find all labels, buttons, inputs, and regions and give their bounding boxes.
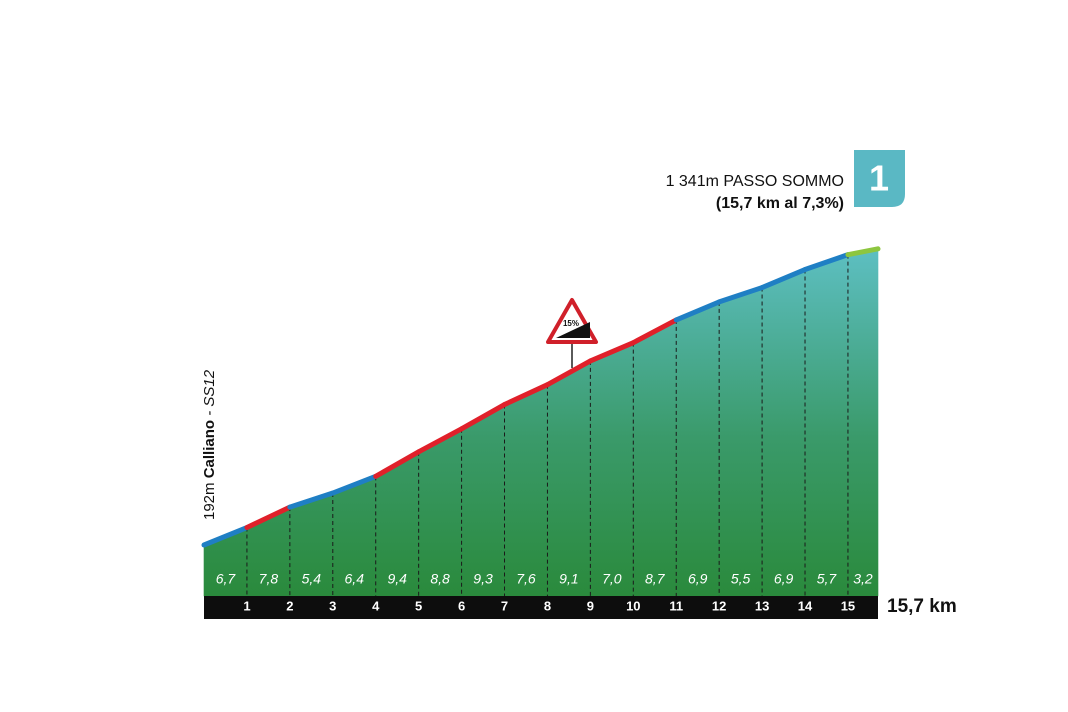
- gradient-line: [630, 317, 679, 346]
- gradient-line: [459, 402, 508, 432]
- gradient-label: 8,8: [430, 571, 450, 587]
- gradient-line: [287, 490, 336, 510]
- profile-segment: [718, 287, 763, 597]
- start-road: - SS12: [201, 369, 218, 416]
- gradient-line: [373, 449, 422, 479]
- x-tick-label: 10: [626, 598, 640, 613]
- summit-summary: (15,7 km al 7,3%): [716, 195, 844, 212]
- x-tick-label: 3: [329, 598, 336, 613]
- summit-elevation: 1 341m: [666, 173, 719, 190]
- x-tick-label: 5: [415, 598, 422, 613]
- profile-segment: [804, 254, 849, 597]
- gradient-sign: 15%: [546, 298, 598, 368]
- total-distance-label: 15,7 km: [887, 596, 957, 617]
- x-tick-label: 13: [755, 598, 769, 613]
- gradient-line: [544, 358, 593, 388]
- profile-segment: [461, 404, 505, 597]
- gradient-label: 7,0: [602, 571, 622, 587]
- gradient-label: 9,1: [559, 571, 578, 587]
- x-tick-label: 9: [587, 598, 594, 613]
- gradient-line: [416, 426, 465, 455]
- category-label: 1: [869, 158, 889, 199]
- gradient-line: [845, 246, 881, 258]
- gradient-line: [244, 504, 293, 531]
- start-name: Calliano: [201, 420, 218, 478]
- x-tick-label: 2: [286, 598, 293, 613]
- gradient-label: 7,8: [259, 571, 279, 587]
- gradient-label: 9,4: [387, 571, 407, 587]
- summit-name: PASSO SOMMO: [723, 173, 844, 190]
- profile-segment: [847, 248, 879, 597]
- x-tick-label: 14: [798, 598, 813, 613]
- gradient-label: 3,2: [853, 571, 873, 587]
- gradient-label: 7,6: [516, 571, 536, 587]
- gradient-label: 6,9: [688, 571, 708, 587]
- gradient-line: [330, 473, 379, 496]
- gradient-line: [673, 299, 722, 323]
- x-tick-label: 11: [669, 598, 683, 613]
- x-tick-label: 6: [458, 598, 465, 613]
- x-tick-label: 1: [243, 598, 250, 613]
- sign-label: 15%: [563, 319, 579, 328]
- gradient-label: 6,9: [774, 571, 794, 587]
- x-tick-label: 4: [372, 598, 380, 613]
- x-tick-label: 12: [712, 598, 726, 613]
- profile: 6,7 7,8 5,4 6,4 9,4 8,8 9,3 7,6 9,1 7,0 8,7 6,9 5,5 6…: [201, 246, 881, 597]
- gradient-line: [201, 525, 250, 548]
- gradient-line: [587, 340, 636, 364]
- profile-segment: [590, 342, 634, 597]
- gradient-line: [802, 252, 851, 273]
- x-tick-label: 8: [544, 598, 551, 613]
- gradient-label: 5,4: [302, 571, 322, 587]
- profile-segment: [761, 269, 806, 597]
- gradient-label: 5,5: [731, 571, 751, 587]
- profile-segment: [632, 319, 677, 597]
- start-label: 192m Calliano - SS12: [201, 369, 218, 520]
- summit-label: 1 341m PASSO SOMMO: [666, 173, 844, 190]
- category-badge: [854, 150, 905, 207]
- gradient-label: 5,7: [817, 571, 838, 587]
- profile-segment: [504, 384, 548, 597]
- x-tick-label: 15: [841, 598, 855, 613]
- gradient-label: 9,3: [473, 571, 493, 587]
- gradient-label: 6,4: [345, 571, 365, 587]
- gradient-line: [502, 382, 550, 408]
- profile-segment: [675, 301, 720, 597]
- gradient-label: 6,7: [216, 571, 237, 587]
- start-elevation: 192m: [201, 482, 218, 520]
- distance-bar: [204, 596, 878, 619]
- sign-slope: [556, 322, 590, 338]
- profile-segment: [547, 360, 591, 597]
- x-tick-label: 7: [501, 598, 508, 613]
- gradient-label: 8,7: [645, 571, 666, 587]
- gradient-line: [759, 267, 808, 291]
- gradient-line: [716, 285, 765, 305]
